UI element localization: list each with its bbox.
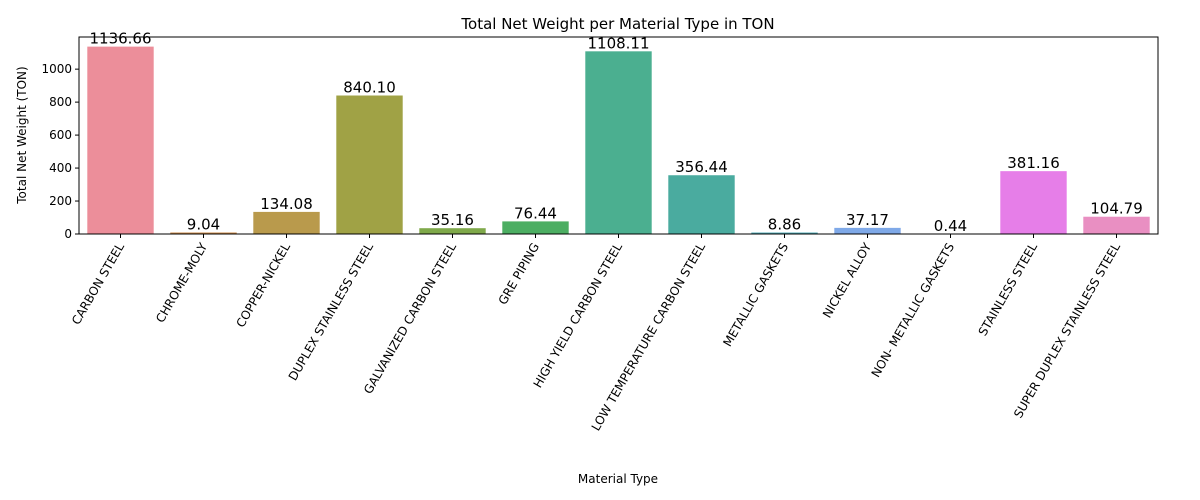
x-tick-label-4: GALVANIZED CARBON STEEL <box>361 240 459 396</box>
data-label-2: 134.08 <box>260 195 313 213</box>
bar-5 <box>502 221 569 234</box>
chart-title: Total Net Weight per Material Type in TO… <box>460 15 774 33</box>
plot-frame <box>78 36 1159 235</box>
x-tick-label-1: CHROME-MOLY <box>153 240 210 325</box>
x-tick-label-10: NON- METALLIC GASKETS <box>869 241 957 380</box>
bar-12 <box>1083 216 1150 234</box>
bar-9 <box>834 227 901 234</box>
bar-4 <box>419 228 486 234</box>
x-tick-label-11: STAINLESS STEEL <box>976 240 1041 338</box>
x-tick-label-6: HIGH YIELD CARBON STEEL <box>531 240 626 390</box>
bar-7 <box>668 175 735 234</box>
data-label-6: 1108.11 <box>587 34 649 52</box>
bar-11 <box>1000 171 1067 234</box>
y-tick-label-1: 200 <box>49 194 72 208</box>
data-label-12: 104.79 <box>1090 200 1143 218</box>
bar-1 <box>170 232 237 234</box>
x-tick-label-0: CARBON STEEL <box>69 240 127 327</box>
data-label-10: 0.44 <box>934 217 967 235</box>
data-label-0: 1136.66 <box>89 30 151 48</box>
bar-3 <box>336 95 403 234</box>
bar-8 <box>751 232 818 234</box>
data-label-5: 76.44 <box>514 204 557 222</box>
bar-2 <box>253 211 320 234</box>
x-tick-label-8: METALLIC GASKETS <box>720 241 791 349</box>
data-label-3: 840.10 <box>343 79 396 97</box>
bar-6 <box>585 51 652 234</box>
x-axis-label: Material Type <box>578 472 658 486</box>
bar-0 <box>87 46 154 235</box>
plot-area: 1136.66 CARBON STEEL 9.04 CHROME-MOLY 134.08… <box>41 30 1159 433</box>
data-label-4: 35.16 <box>431 211 474 229</box>
y-axis-label: Total Net Weight (TON) <box>15 66 29 204</box>
y-tick-label-0: 0 <box>64 227 72 241</box>
y-tick-label-3: 600 <box>49 128 72 142</box>
x-tick-label-9: NICKEL ALLOY <box>820 240 875 320</box>
y-tick-label-4: 800 <box>49 95 72 109</box>
x-tick-label-2: COPPER-NICKEL <box>233 240 293 330</box>
data-label-7: 356.44 <box>675 158 728 176</box>
data-label-9: 37.17 <box>846 211 889 229</box>
data-label-1: 9.04 <box>187 216 220 234</box>
data-label-8: 8.86 <box>768 216 801 234</box>
y-tick-label-5: 1000 <box>41 62 72 76</box>
x-tick-label-3: DUPLEX STAINLESS STEEL <box>286 240 376 383</box>
data-label-11: 381.16 <box>1007 154 1060 172</box>
y-tick-label-2: 400 <box>49 161 72 175</box>
x-tick-label-5: GRE PIPING <box>496 241 543 308</box>
